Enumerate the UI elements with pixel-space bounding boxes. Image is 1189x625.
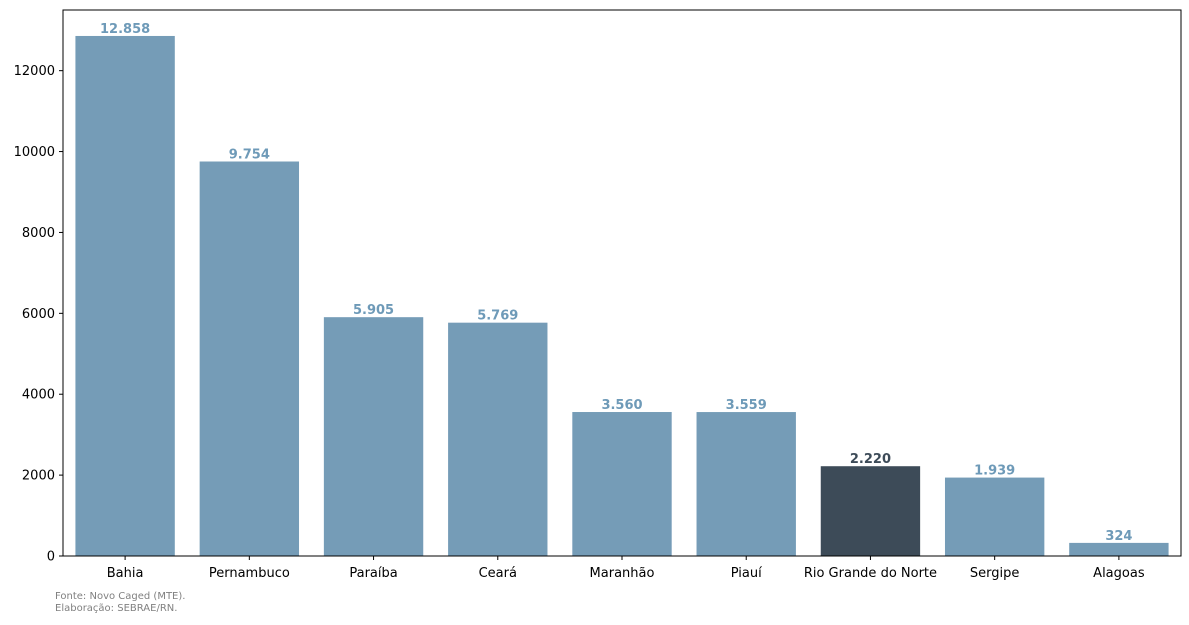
y-tick-label-3: 6000 <box>22 307 55 322</box>
bar-3 <box>448 322 548 556</box>
bar-5 <box>696 412 796 556</box>
x-tick-label-6: Rio Grande do Norte <box>804 566 937 581</box>
x-tick-label-5: Piauí <box>731 566 762 581</box>
x-tick-label-3: Ceará <box>479 566 517 581</box>
y-tick-label-5: 10000 <box>14 145 55 160</box>
bar-4 <box>572 412 672 556</box>
x-tick-label-4: Maranhão <box>590 566 655 581</box>
bar-2 <box>323 317 424 556</box>
data-label-1: 9.754 <box>229 148 270 163</box>
y-tick-label-2: 4000 <box>22 388 55 403</box>
bar-8 <box>1069 542 1169 556</box>
plot-frame <box>62 9 1182 557</box>
data-labels-layer: 12.858 9.754 5.905 5.769 3.560 3.559 2.220 1.93… <box>100 22 1132 544</box>
bar-7 <box>944 477 1045 556</box>
x-tick-label-0: Bahia <box>107 566 144 581</box>
y-axis: 0 2000 4000 6000 8000 10000 12000 <box>14 64 63 565</box>
footnote-credit: Elaboração: SEBRAE/RN. <box>55 603 178 614</box>
data-label-8: 324 <box>1105 529 1132 544</box>
y-tick-label-0: 0 <box>47 550 55 565</box>
bar-6 <box>820 466 921 556</box>
bar-0 <box>75 35 175 556</box>
y-tick-label-6: 12000 <box>14 64 55 79</box>
x-tick-label-8: Alagoas <box>1093 566 1145 581</box>
bar-1 <box>199 161 300 556</box>
footnote-source: Fonte: Novo Caged (MTE). <box>55 591 186 602</box>
x-tick-label-7: Sergipe <box>970 566 1019 581</box>
data-label-6: 2.220 <box>850 452 891 467</box>
data-label-3: 5.769 <box>477 309 518 324</box>
data-label-7: 1.939 <box>974 464 1015 479</box>
x-tick-label-1: Pernambuco <box>209 566 290 581</box>
data-label-2: 5.905 <box>353 303 394 318</box>
y-tick-label-1: 2000 <box>22 469 55 484</box>
y-tick-label-4: 8000 <box>22 226 55 241</box>
bars-layer <box>75 35 1169 556</box>
x-axis: Bahia Pernambuco Paraíba Ceará Maranhão Piauí… <box>107 556 1145 581</box>
data-label-0: 12.858 <box>100 22 150 37</box>
data-label-5: 3.559 <box>726 398 767 413</box>
x-tick-label-2: Paraíba <box>349 566 397 581</box>
data-label-4: 3.560 <box>601 398 642 413</box>
